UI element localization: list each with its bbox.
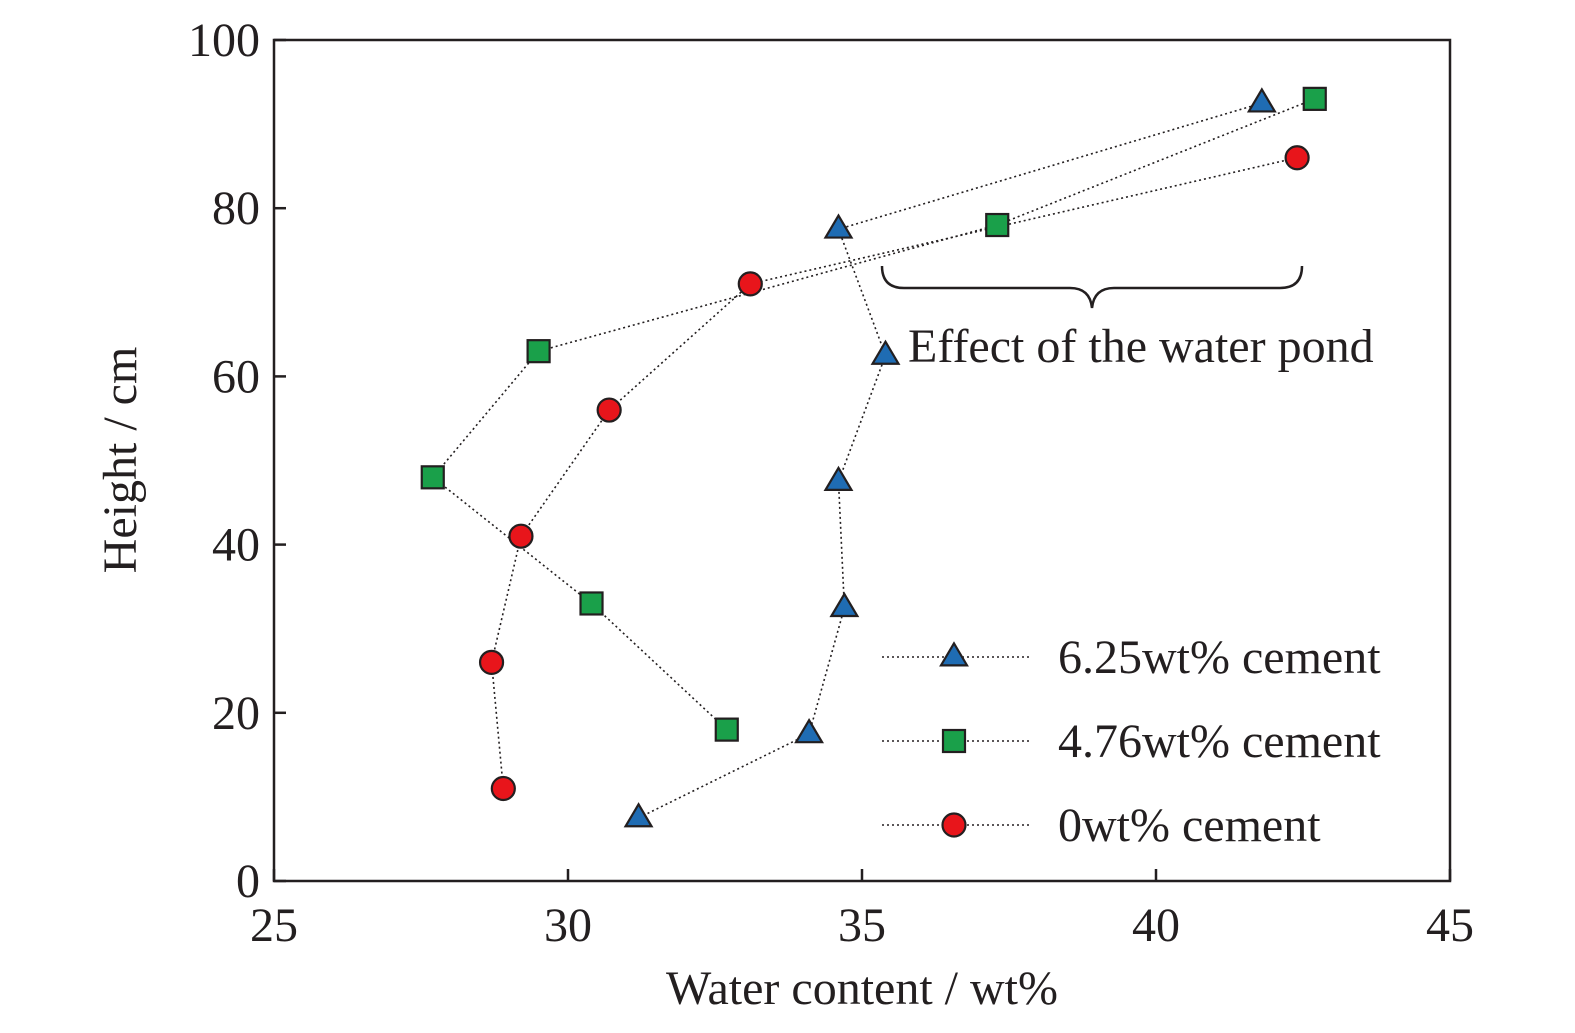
axes: 25 30 35 40 45 0 20 40 60 80 100 — [188, 14, 1474, 952]
legend-label: 0wt% cement — [1058, 799, 1321, 852]
y-tick-label: 20 — [212, 687, 260, 740]
data-point-triangle — [1246, 87, 1277, 113]
data-point-circle — [737, 271, 763, 297]
series-line-triangle — [638, 102, 1263, 819]
data-point-triangle — [823, 213, 854, 239]
y-tick-label: 100 — [188, 14, 260, 67]
data-point-square — [714, 717, 739, 742]
data-point-square — [526, 339, 551, 364]
data-point-square — [420, 465, 445, 490]
series-line-square — [431, 98, 1316, 731]
data-point-triangle — [870, 339, 901, 365]
annotation-brace — [880, 265, 1304, 309]
y-tick-label: 60 — [212, 350, 260, 403]
x-axis-label: Water content / wt% — [666, 962, 1058, 1015]
y-tick-label: 40 — [212, 519, 260, 572]
x-tick-label: 45 — [1426, 899, 1474, 952]
legend-marker-triangle — [939, 641, 969, 667]
series-lines — [431, 98, 1316, 819]
data-point-square — [985, 212, 1010, 238]
data-point-circle — [596, 397, 622, 423]
data-point-circle — [1284, 145, 1310, 171]
y-tick-label: 80 — [212, 182, 260, 235]
x-tick-label: 40 — [1132, 899, 1180, 952]
data-point-circle — [508, 523, 534, 549]
data-point-triangle — [829, 591, 860, 618]
legend-label: 6.25wt% cement — [1058, 631, 1381, 684]
y-tick-label: 0 — [236, 855, 260, 908]
series-markers — [420, 86, 1327, 828]
data-point-triangle — [623, 802, 654, 828]
data-point-circle — [478, 649, 505, 675]
x-tick-label: 30 — [544, 899, 592, 952]
data-point-square — [1302, 86, 1327, 111]
legend: 6.25wt% cement 4.76wt% cement 0wt% cement — [882, 631, 1381, 852]
legend-marker-circle — [941, 812, 967, 838]
series-line-circle — [490, 156, 1298, 789]
x-tick-label: 25 — [250, 899, 298, 952]
x-tick-label: 35 — [838, 899, 886, 952]
data-point-triangle — [794, 718, 825, 744]
data-point-triangle — [823, 465, 854, 491]
y-axis-label: Height / cm — [94, 347, 147, 574]
legend-marker-square — [941, 728, 967, 754]
annotation: Effect of the water pond — [880, 265, 1374, 373]
legend-label: 4.76wt% cement — [1058, 715, 1381, 768]
data-point-square — [579, 591, 604, 616]
annotation-text: Effect of the water pond — [908, 320, 1374, 373]
data-point-circle — [490, 775, 516, 802]
